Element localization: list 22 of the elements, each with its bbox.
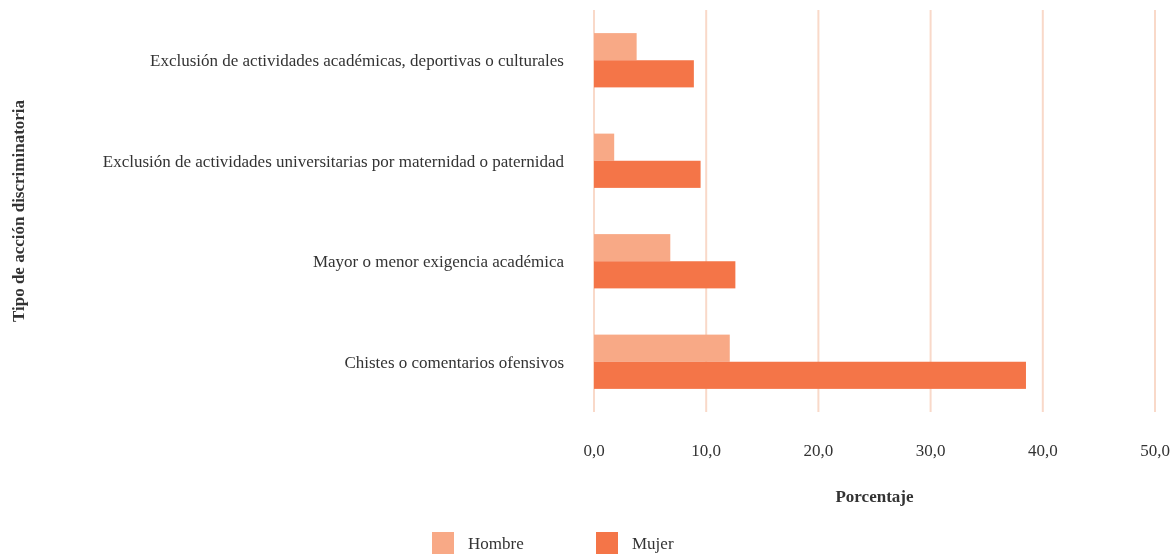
y-axis-title: Tipo de acción discriminatoria bbox=[9, 99, 28, 323]
bar bbox=[594, 60, 694, 88]
x-tick-label: 0,0 bbox=[583, 441, 605, 460]
bar bbox=[594, 261, 736, 289]
y-tick-label: Exclusión de actividades académicas, deportivas o culturales bbox=[150, 51, 564, 71]
legend-label: Mujer bbox=[632, 534, 674, 553]
y-tick-label: Exclusión de actividades universitarias por maternidad o paternidad bbox=[102, 151, 565, 171]
bar bbox=[594, 361, 1026, 389]
x-tick-label: 20,0 bbox=[803, 441, 834, 460]
x-tick-label: 30,0 bbox=[915, 441, 946, 460]
bar bbox=[594, 33, 637, 61]
bar bbox=[594, 334, 730, 362]
x-tick-label: 40,0 bbox=[1027, 441, 1058, 460]
x-axis-title: Porcentaje bbox=[835, 487, 914, 506]
legend-label: Hombre bbox=[468, 534, 524, 553]
y-tick-label: Mayor o menor exigencia académica bbox=[312, 252, 565, 272]
bar bbox=[594, 160, 701, 188]
y-tick-label: Chistes o comentarios ofensivos bbox=[344, 352, 564, 372]
bar bbox=[594, 133, 615, 161]
bar bbox=[594, 234, 671, 262]
x-tick-label: 50,0 bbox=[1140, 441, 1170, 460]
x-tick-label: 10,0 bbox=[691, 441, 722, 460]
